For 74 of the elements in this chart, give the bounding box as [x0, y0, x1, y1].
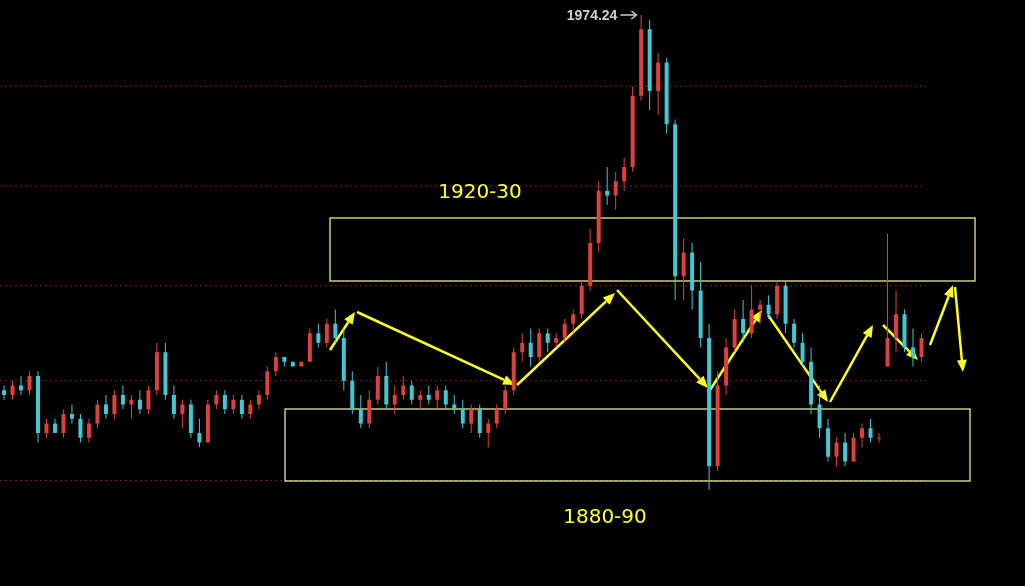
candlestick [851, 432, 856, 462]
candlestick [61, 408, 66, 439]
candlestick [545, 328, 550, 353]
candlestick [520, 332, 525, 363]
candlestick [494, 404, 499, 429]
candlestick [256, 389, 261, 410]
annotation: 1974.24 [566, 7, 618, 23]
candlestick [10, 380, 15, 401]
candlestick [214, 389, 219, 410]
candlestick [409, 380, 414, 405]
candlestick [2, 385, 6, 401]
candlestick [333, 309, 338, 344]
candlestick [367, 389, 372, 429]
candlestick [486, 418, 491, 448]
candlestick [375, 366, 380, 405]
candlestick [681, 237, 686, 301]
candlestick [911, 328, 916, 367]
candlestick [392, 385, 397, 415]
candlestick [766, 294, 771, 320]
candlestick [180, 399, 185, 429]
candlestick [95, 399, 100, 429]
candlestick [860, 423, 865, 448]
candlestick [843, 432, 848, 467]
text: 1880-90 [563, 504, 647, 528]
candlestick [27, 370, 32, 396]
candlestick [834, 437, 839, 467]
candlestick [44, 418, 49, 439]
candlestick [86, 418, 91, 443]
candlestick [817, 385, 822, 439]
candlestick [426, 385, 431, 405]
candlestick [129, 394, 134, 420]
candlestick [792, 318, 797, 348]
candlestick [877, 432, 882, 443]
candlestick [605, 166, 610, 206]
candlestick [443, 385, 448, 410]
candlestick [537, 328, 542, 363]
candlestick [197, 418, 202, 448]
candlestick [749, 285, 754, 339]
candlestick [562, 318, 567, 344]
candlestick [868, 418, 873, 443]
candlestick [758, 299, 763, 325]
candlestick [78, 413, 83, 443]
candlestick [571, 309, 576, 334]
candlestick [741, 299, 746, 344]
candlestick [231, 394, 236, 415]
candlestick [418, 389, 423, 410]
candlestick [358, 394, 363, 429]
candlestick [622, 157, 627, 192]
candlestick [69, 404, 74, 424]
candlestick [146, 385, 151, 415]
candlestick [112, 389, 117, 420]
candlestick [137, 389, 142, 415]
candlestick [239, 394, 244, 420]
candlestick [120, 385, 125, 410]
annotation: 1920-30 [438, 179, 522, 203]
candlestick [222, 389, 227, 415]
candlestick [103, 394, 108, 420]
candlestick [503, 385, 508, 415]
candlestick [613, 171, 618, 211]
candlestick [800, 332, 805, 367]
candlestick [324, 318, 329, 348]
candlestick [469, 404, 474, 434]
candlestick [265, 366, 270, 401]
candlestick [401, 375, 406, 401]
candlestick [435, 385, 440, 410]
candlestick [171, 385, 176, 420]
candlestick [273, 351, 278, 377]
candlestick [316, 323, 321, 348]
candlestick [919, 332, 924, 363]
candlestick [460, 399, 465, 429]
candlestick [894, 290, 899, 353]
candlestick [477, 404, 482, 439]
candlestick [248, 399, 253, 420]
candlestick [528, 328, 533, 367]
